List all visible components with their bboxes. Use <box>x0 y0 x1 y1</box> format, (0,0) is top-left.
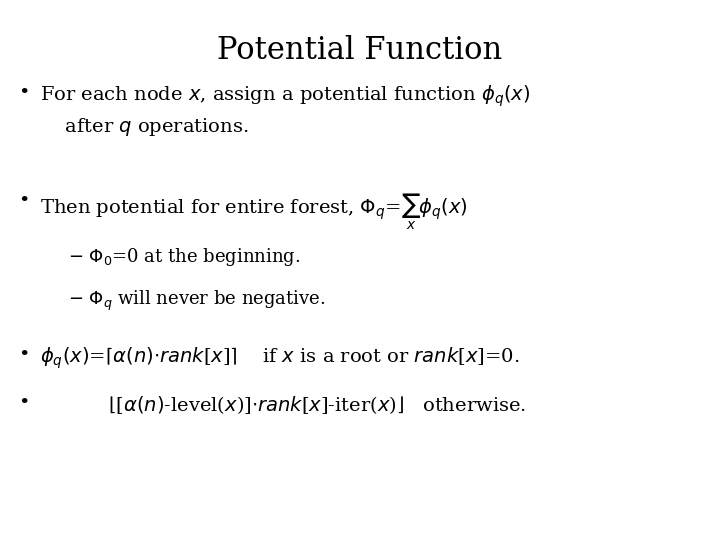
Text: Then potential for entire forest, $\Phi_q$=$\sum_x\phi_q(x)$: Then potential for entire forest, $\Phi_… <box>40 192 467 232</box>
Text: $\lfloor$[$\alpha(n)$-level($x$)]$\cdot$$rank$[$x$]-iter($x$)$\rfloor$   otherwi: $\lfloor$[$\alpha(n)$-level($x$)]$\cdot$… <box>40 394 526 416</box>
Text: $\phi_q(x)$=$\lceil$$\alpha(n)$$\cdot$$rank$[$x$]$\rceil$    if $x$ is a root or: $\phi_q(x)$=$\lceil$$\alpha(n)$$\cdot$$r… <box>40 346 519 371</box>
Text: $-$ $\Phi_0$=0 at the beginning.: $-$ $\Phi_0$=0 at the beginning. <box>68 246 301 268</box>
Text: $-$ $\Phi_q$ will never be negative.: $-$ $\Phi_q$ will never be negative. <box>68 289 326 313</box>
Text: Potential Function: Potential Function <box>217 35 503 66</box>
Text: •: • <box>18 192 30 210</box>
Text: For each node $x$, assign a potential function $\phi_q(x)$
    after $q$ operati: For each node $x$, assign a potential fu… <box>40 84 530 138</box>
Text: •: • <box>18 346 30 363</box>
Text: •: • <box>18 84 30 102</box>
Text: •: • <box>18 394 30 412</box>
